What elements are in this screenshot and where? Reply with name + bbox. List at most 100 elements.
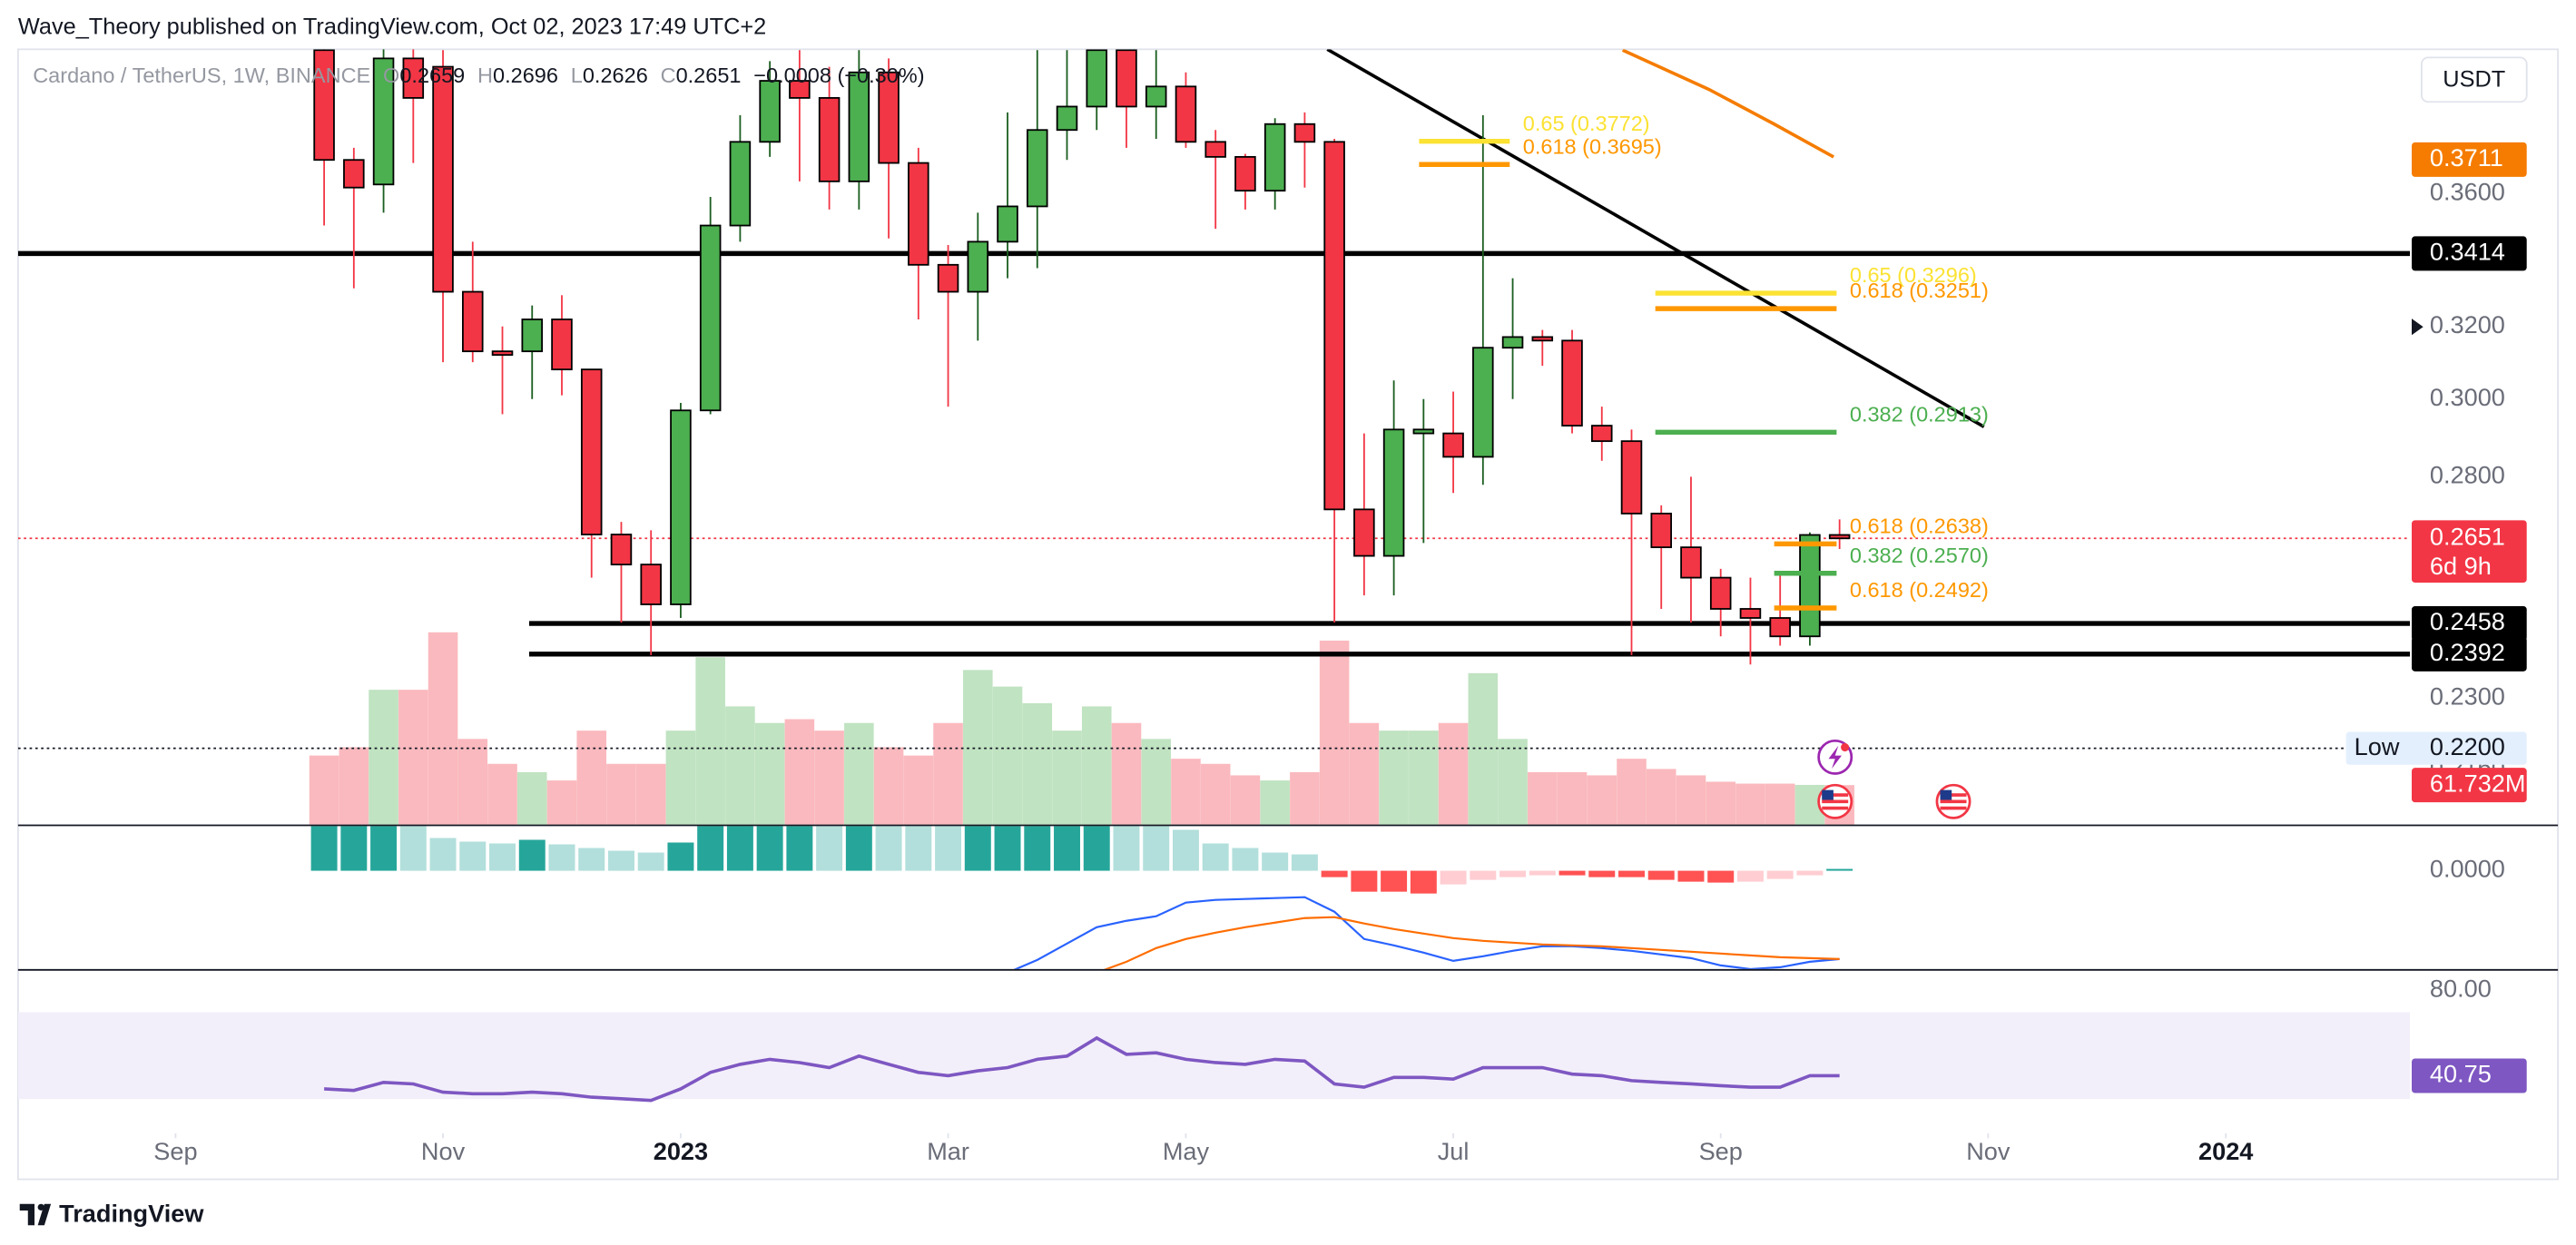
macd-histogram-bar [964, 826, 991, 871]
candle-body [1323, 141, 1345, 511]
candle-body [1382, 428, 1405, 557]
level-badge-bg [2412, 606, 2527, 642]
macd-histogram-bar [340, 826, 368, 871]
macd-line [1013, 896, 1840, 969]
macd-histogram-bar [1618, 870, 1645, 877]
footer-logo: TradingView [19, 1200, 204, 1228]
volume-bar [309, 755, 339, 825]
volume-badge: 61.732M [2430, 769, 2526, 797]
candle-body [1561, 339, 1583, 426]
volume-bar [1319, 640, 1350, 825]
volume-bar [1230, 775, 1261, 825]
candle-body [1056, 105, 1078, 132]
level-badge-bg [2412, 636, 2527, 672]
y-tick-label: 0.2300 [2430, 682, 2505, 711]
legend-key: H [477, 64, 493, 87]
countdown: 6d 9h [2430, 552, 2492, 580]
candle-body [491, 350, 514, 357]
volume-bar [1409, 730, 1439, 825]
candle-body [1650, 513, 1673, 549]
rsi-band [17, 1012, 2411, 1100]
fib-label: 0.382 (0.2570) [1850, 544, 1989, 567]
y-tick-label: 0.3600 [2430, 178, 2505, 206]
volume-bar [516, 771, 547, 825]
candle-body [462, 290, 484, 353]
macd-histogram-bar [1083, 826, 1110, 871]
fib-label: 0.618 (0.3251) [1850, 279, 1989, 302]
volume-bar [725, 706, 755, 825]
macd-histogram-bar [310, 826, 338, 871]
candle-body [1412, 428, 1435, 435]
rsi-pane [17, 1012, 2411, 1103]
candle-body [1531, 336, 1554, 342]
candle-body [1769, 617, 1791, 638]
x-tick-label: Sep [153, 1137, 197, 1165]
legend-change: −0.0008 (−0.30%) [753, 64, 924, 87]
low-value: 0.2200 [2430, 732, 2505, 760]
volume-bar [784, 719, 815, 825]
macd-histogram-bar [1470, 870, 1497, 880]
volume-bar [695, 657, 725, 825]
brand-name: TradingView [59, 1200, 204, 1228]
macd-histogram-bar [637, 852, 664, 871]
volume-bar [1260, 780, 1290, 825]
volume-bar [369, 690, 398, 825]
volume-bar [1022, 702, 1053, 825]
level-badge: 0.2458 [2430, 607, 2505, 635]
macd-histogram-bar [845, 826, 872, 871]
macd-histogram-bar [667, 842, 694, 871]
volume-bar [576, 730, 607, 825]
macd-histogram-bar [1736, 870, 1764, 882]
candle-body [402, 57, 425, 99]
x-tick-label: Nov [421, 1137, 466, 1165]
candle-body [1353, 508, 1375, 557]
trend-line [1326, 49, 1985, 428]
volume-bar [1111, 722, 1142, 825]
rsi-tick-label: 80.00 [2430, 975, 2492, 1003]
macd-histogram-bar [1232, 848, 1259, 871]
currency-label[interactable]: USDT [2443, 66, 2505, 92]
candle-body [878, 71, 900, 164]
volume-bar [1617, 759, 1647, 825]
low-name: Low [2355, 732, 2400, 760]
currency-button[interactable] [2420, 56, 2528, 103]
volume-bar [992, 686, 1023, 825]
volume-bar [1438, 722, 1469, 825]
volume-bar [814, 730, 844, 825]
rsi-badge: 40.75 [2430, 1060, 2492, 1088]
signal-line [1104, 916, 1840, 969]
candle-body [818, 97, 841, 182]
fib-label: 0.618 (0.2638) [1850, 514, 1989, 537]
x-tick-label: 2024 [2198, 1137, 2253, 1165]
volume-bar [963, 670, 993, 825]
macd-histogram-bar [607, 850, 634, 871]
candle-body [1739, 608, 1762, 619]
fib-label: 0.618 (0.2492) [1850, 578, 1989, 602]
moving-average [1621, 49, 1834, 159]
symbol-title: Cardano / TetherUS, 1W, BINANCE [33, 64, 370, 87]
macd-histogram-bar [1677, 870, 1705, 882]
candle-body [1709, 576, 1732, 610]
candle-body [1086, 49, 1108, 108]
legend-value: 0.2626 [583, 64, 648, 87]
event-dot [1841, 743, 1850, 752]
macd-histogram-bar [1054, 826, 1080, 871]
macd-histogram-bar [429, 838, 457, 871]
volume-bar [1349, 722, 1380, 825]
macd-histogram-bar [1529, 870, 1556, 876]
candle-body [1293, 123, 1316, 143]
volume-bar [1587, 775, 1617, 825]
ma-badge-bg [2412, 142, 2527, 177]
volume-bar [873, 747, 904, 825]
volume-bar [457, 739, 488, 825]
candle-body [1501, 336, 1524, 349]
macd-histogram-bar [994, 826, 1021, 871]
rsi-line [324, 1035, 1840, 1103]
publisher-line: Wave_Theory published on TradingView.com… [18, 14, 766, 39]
low-badge-bg [2345, 731, 2527, 765]
level-badge: 0.2392 [2430, 638, 2505, 666]
x-tick-label: Sep [1699, 1137, 1743, 1165]
macd-histogram-bar [756, 826, 783, 871]
candle-body [997, 205, 1018, 243]
